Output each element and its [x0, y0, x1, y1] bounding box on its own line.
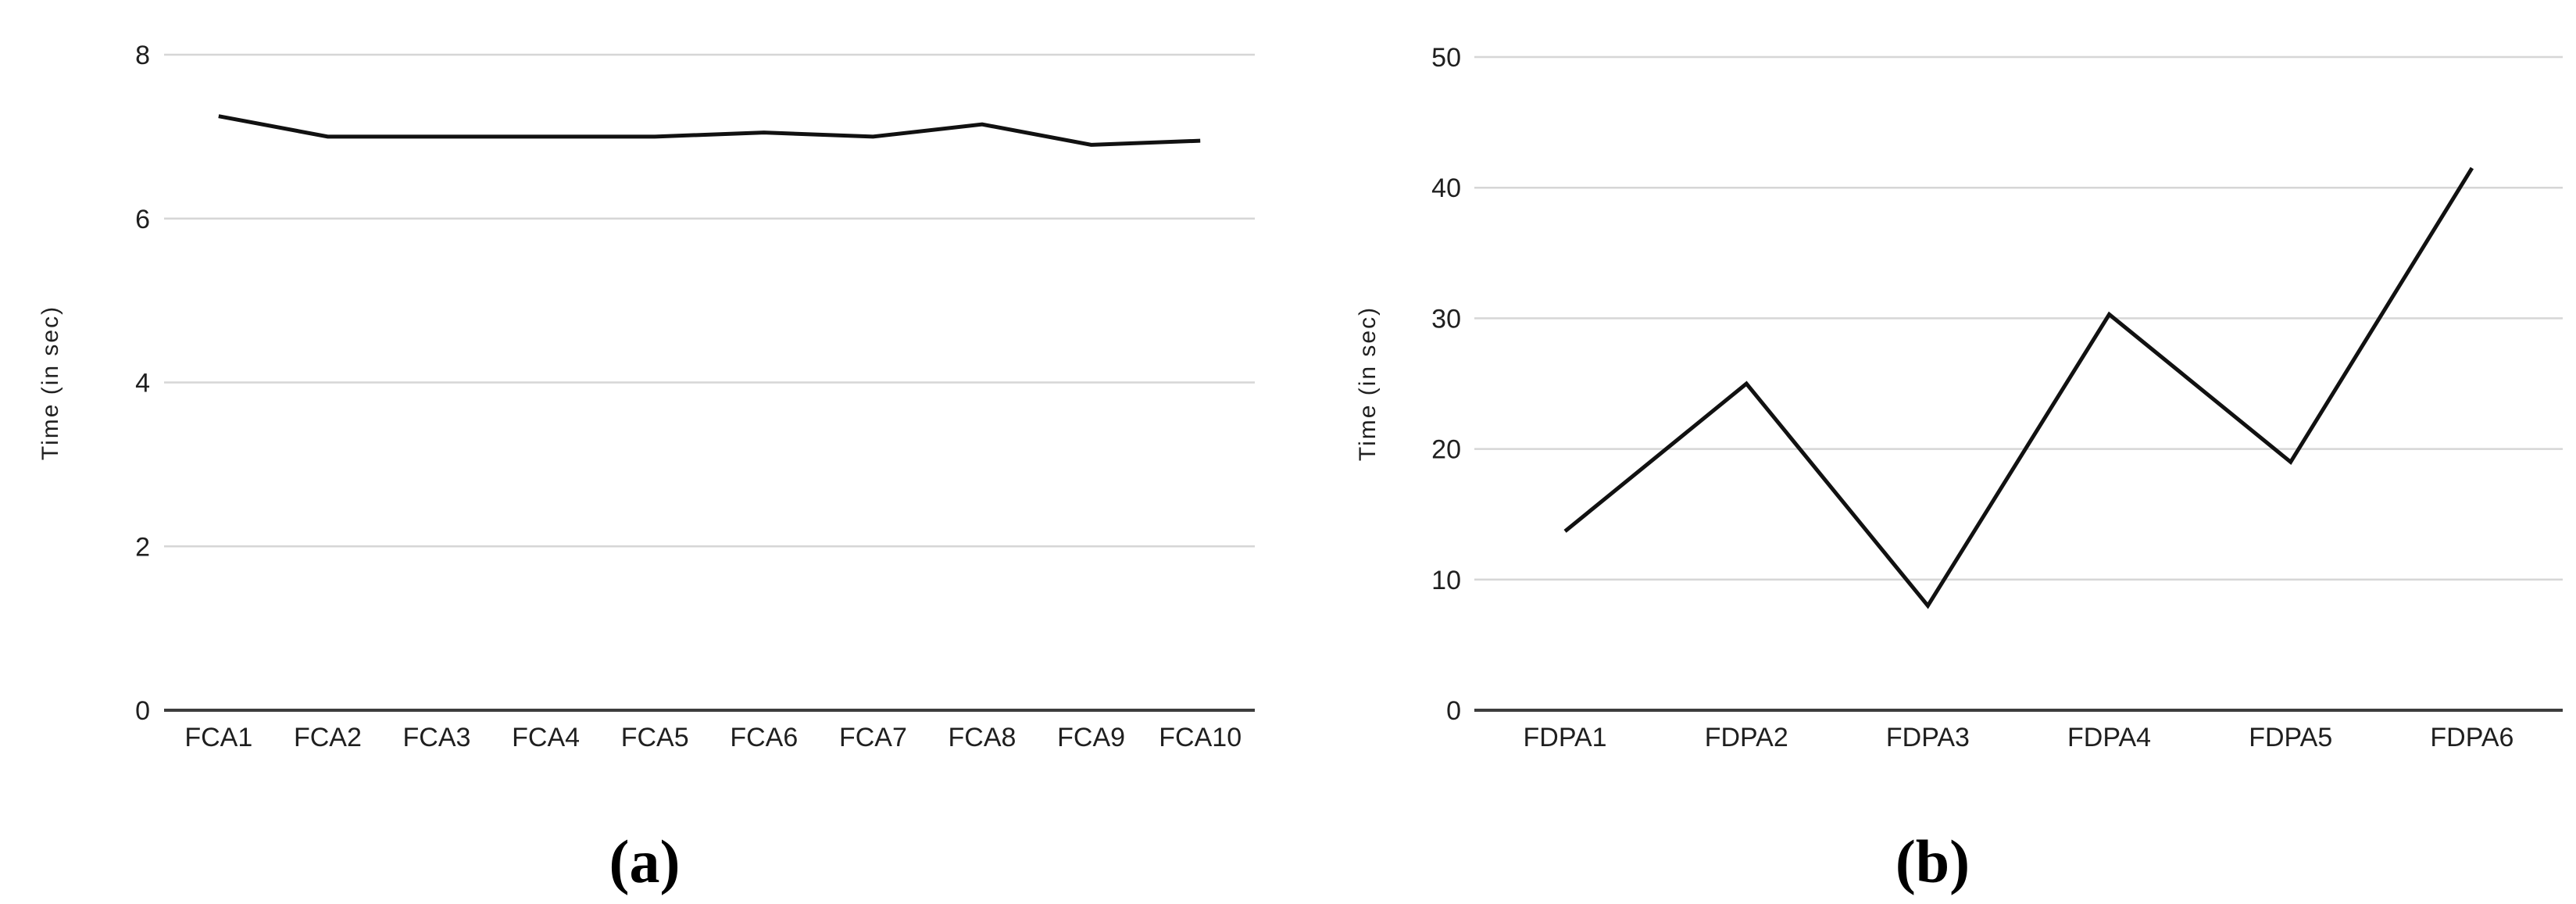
x-tick-label: FCA5: [621, 723, 689, 752]
caption-a: (a): [609, 827, 681, 895]
x-tick-label: FCA10: [1159, 723, 1242, 752]
y-tick-label: 6: [135, 205, 150, 234]
series-line: [218, 114, 1201, 147]
subfigure-b: 0 10 20 30 40 50 FDPA1 FDPA2 FDPA3 FDPA4 FDPA5 FDPA…: [1289, 0, 2576, 904]
y-tick-label: 0: [1446, 696, 1461, 726]
y-tick-label: 8: [135, 41, 150, 70]
y-tick-label: 40: [1431, 173, 1461, 203]
y-axis-title: Time (in sec): [38, 306, 63, 460]
caption-b: (b): [1895, 827, 1970, 895]
series-line: [1563, 166, 2474, 609]
x-tick-label: FCA3: [403, 723, 471, 752]
y-tick-label: 20: [1431, 435, 1461, 465]
x-tick-label: FCA6: [730, 723, 798, 752]
y-tick-label: 2: [135, 532, 150, 562]
y-tick-label: 50: [1431, 43, 1461, 73]
x-tick-label: FDPA6: [2430, 723, 2513, 752]
x-tick-label: FCA9: [1057, 723, 1125, 752]
y-tick-label: 10: [1431, 566, 1461, 595]
x-tick-label: FDPA5: [2249, 723, 2332, 752]
x-tick-label: FDPA1: [1524, 723, 1607, 752]
y-axis-title: Time (in sec): [1355, 306, 1381, 461]
x-tick-label: FCA1: [184, 723, 252, 752]
y-tick-label: 30: [1431, 304, 1461, 334]
x-tick-label: FDPA2: [1705, 723, 1788, 752]
y-tick-label: 4: [135, 369, 150, 398]
x-tick-label: FCA7: [839, 723, 907, 752]
y-tick-label: 0: [135, 696, 150, 726]
x-tick-label: FDPA3: [1886, 723, 1970, 752]
chart-b-svg: 0 10 20 30 40 50 FDPA1 FDPA2 FDPA3 FDPA4 FDPA5 FDPA…: [1355, 43, 2563, 752]
subfigure-a: 0 2 4 6 8 FCA1 FCA2 FCA3 FCA4 FCA5 FCA6 FCA7 FCA8 FCA…: [38, 41, 1255, 895]
x-tick-label: FCA2: [294, 723, 362, 752]
x-tick-label: FDPA4: [2067, 723, 2151, 752]
chart-a-svg: 0 2 4 6 8 FCA1 FCA2 FCA3 FCA4 FCA5 FCA6 FCA7 FCA8 FCA…: [38, 41, 1255, 752]
x-tick-label: FCA8: [949, 723, 1016, 752]
x-tick-label: FCA4: [512, 723, 580, 752]
